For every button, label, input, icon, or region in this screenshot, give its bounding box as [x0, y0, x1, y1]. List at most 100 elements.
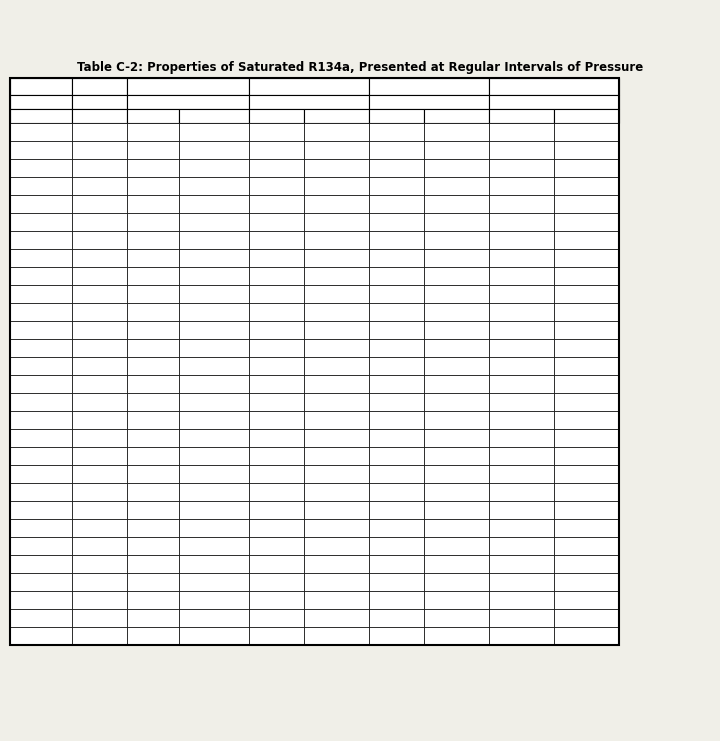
Text: 265.08: 265.08	[441, 290, 472, 299]
Text: 40: 40	[35, 127, 48, 136]
Text: 94.80: 94.80	[264, 308, 289, 316]
Text: 95.48: 95.48	[384, 308, 410, 316]
Text: 0.8901: 0.8901	[571, 488, 603, 496]
Text: 0.03433: 0.03433	[195, 271, 233, 281]
Text: 256.40: 256.40	[321, 379, 352, 388]
Text: 234.46: 234.46	[441, 182, 472, 190]
Text: 0.31108: 0.31108	[195, 145, 233, 155]
Text: 1.9685: 1.9685	[138, 631, 168, 640]
Text: 246.82: 246.82	[321, 614, 352, 622]
Text: 0.5848: 0.5848	[505, 488, 537, 496]
Text: 0.00527: 0.00527	[195, 523, 233, 533]
Text: 179.82: 179.82	[381, 505, 413, 514]
Text: 0.0163: 0.0163	[505, 145, 537, 155]
Text: 100: 100	[32, 182, 50, 190]
Text: 215.54: 215.54	[381, 596, 412, 605]
Text: 277.50: 277.50	[441, 542, 472, 551]
Text: 0.0718: 0.0718	[505, 182, 537, 190]
Text: 95.08: 95.08	[86, 577, 112, 586]
Text: 71.70: 71.70	[86, 451, 112, 460]
Text: 1.562: 1.562	[140, 614, 166, 622]
Text: 166.20: 166.20	[381, 470, 413, 479]
Text: 259.36: 259.36	[441, 253, 472, 262]
Text: 0.4245: 0.4245	[506, 362, 537, 370]
Text: 3.79: 3.79	[266, 145, 287, 155]
Text: 204.74: 204.74	[321, 127, 352, 136]
Text: 0.00657: 0.00657	[195, 488, 233, 496]
Text: 231.47: 231.47	[441, 164, 472, 173]
Text: 0.7678: 0.7678	[505, 631, 537, 640]
Text: 241.88: 241.88	[441, 631, 472, 640]
Text: 0.02565: 0.02565	[195, 308, 233, 316]
Text: 0.00588: 0.00588	[195, 505, 233, 514]
Text: 0.45483: 0.45483	[195, 127, 233, 136]
Text: 0.8985: 0.8985	[571, 451, 603, 460]
Text: 0.8718: 0.8718	[571, 542, 603, 551]
Text: 0.1545: 0.1545	[505, 199, 537, 208]
Text: 0.791: 0.791	[140, 236, 166, 245]
Text: 144.09: 144.09	[381, 416, 412, 425]
Text: 280.70: 280.70	[441, 488, 472, 496]
Text: 1400: 1400	[29, 379, 53, 388]
Text: 3000: 3000	[29, 523, 53, 533]
Text: -44.61: -44.61	[85, 127, 114, 136]
Text: 0.02033: 0.02033	[195, 344, 233, 353]
Text: 241.86: 241.86	[321, 271, 352, 281]
Text: 2000: 2000	[29, 433, 53, 442]
Text: 0.6575: 0.6575	[505, 559, 537, 568]
Text: 3.84: 3.84	[387, 145, 407, 155]
Text: 263.63: 263.63	[320, 488, 352, 496]
Text: 258.50: 258.50	[320, 397, 352, 407]
Text: 0.23749: 0.23749	[195, 164, 233, 173]
Text: 244.51: 244.51	[321, 290, 352, 299]
Text: 116.72: 116.72	[261, 362, 292, 370]
Text: 0.4532: 0.4532	[506, 379, 537, 388]
Text: 600: 600	[32, 271, 50, 281]
Text: 52.48: 52.48	[264, 218, 289, 227]
Text: 0.00734: 0.00734	[195, 470, 233, 479]
Text: 82.86: 82.86	[86, 505, 112, 514]
Text: 241.88: 241.88	[381, 631, 412, 640]
Text: 279.23: 279.23	[441, 416, 472, 425]
Text: 0.9185: 0.9185	[571, 308, 603, 316]
Text: 255.61: 255.61	[441, 236, 472, 245]
Text: 280.89: 280.89	[441, 470, 472, 479]
Text: 209.13: 209.13	[320, 145, 352, 155]
Text: 0.5030: 0.5030	[505, 416, 537, 425]
Text: 0.846: 0.846	[140, 308, 166, 316]
Text: 63.92: 63.92	[384, 236, 410, 245]
Text: 0.3323: 0.3323	[505, 290, 537, 299]
Text: 0.917: 0.917	[140, 379, 166, 388]
Text: 35.51: 35.51	[86, 325, 112, 334]
Text: 0.858: 0.858	[140, 325, 166, 334]
Text: 3200: 3200	[29, 542, 53, 551]
Text: 276.17: 276.17	[441, 379, 472, 388]
Text: 0.773: 0.773	[140, 218, 166, 227]
Text: 1.104: 1.104	[140, 505, 166, 514]
Text: 17.27: 17.27	[384, 182, 410, 190]
Text: -10.09: -10.09	[85, 199, 114, 208]
Text: 135.96: 135.96	[381, 397, 413, 407]
Text: 262.41: 262.41	[321, 542, 352, 551]
Text: 800: 800	[32, 308, 50, 316]
Text: 300: 300	[32, 218, 50, 227]
Text: 89.29: 89.29	[86, 542, 112, 551]
Text: 3800: 3800	[29, 596, 53, 605]
Text: 0.718: 0.718	[140, 164, 166, 173]
Text: 500: 500	[32, 253, 50, 262]
Text: 73.32: 73.32	[384, 253, 410, 262]
Text: 0.9644: 0.9644	[571, 145, 602, 155]
Text: 0.19255: 0.19255	[195, 182, 233, 190]
Text: (m³/kg): (m³/kg)	[171, 86, 206, 95]
Text: 0.9220: 0.9220	[571, 271, 602, 281]
Text: 142.36: 142.36	[261, 416, 292, 425]
Text: P: P	[38, 97, 44, 107]
Text: -36.95: -36.95	[85, 145, 114, 155]
Text: 72.92: 72.92	[264, 253, 289, 262]
Text: 0.05127: 0.05127	[195, 236, 233, 245]
Text: 0.8521: 0.8521	[571, 577, 602, 586]
Text: $h_g$: $h_g$	[451, 110, 462, 122]
Text: 127.25: 127.25	[381, 379, 412, 388]
Text: 0.8631: 0.8631	[571, 559, 603, 568]
Text: 0.964: 0.964	[140, 416, 166, 425]
